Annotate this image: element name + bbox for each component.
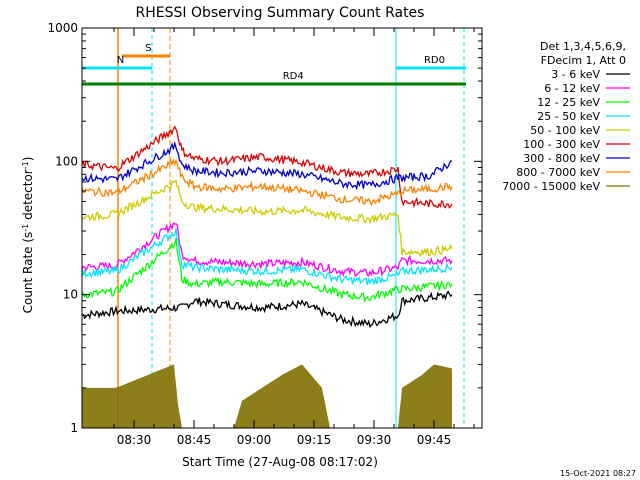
svg-text:Count Rate (s-1 detector-1): Count Rate (s-1 detector-1) — [21, 157, 35, 314]
plot-timestamp: 15-Oct-2021 08:27 — [560, 469, 636, 478]
series-line-300-800-kev — [82, 140, 453, 191]
x-tick-label: 09:30 — [357, 433, 392, 447]
legend-entry: 800 - 7000 keV — [516, 166, 600, 179]
flag-label: N — [117, 55, 124, 66]
x-axis-label: Start Time (27-Aug-08 08:17:02) — [182, 455, 378, 469]
x-tick-label: 09:15 — [297, 433, 332, 447]
y-tick-label: 100 — [55, 154, 78, 168]
series-line-3-6-kev — [82, 290, 453, 329]
series-line-12-25-kev — [82, 237, 453, 304]
y-axis-label: Count Rate (s-1 detector-1) — [21, 157, 35, 314]
y-tick-label: 10 — [63, 288, 78, 302]
legend-entry: 3 - 6 keV — [551, 68, 600, 81]
legend-entry: 25 - 50 keV — [537, 110, 600, 123]
x-axis: 08:30 08:45 09:00 09:15 09:30 09:45 — [113, 28, 475, 447]
plot-frame — [81, 27, 483, 429]
series-line-7000-15000-kev — [82, 364, 452, 428]
legend-entry: 6 - 12 keV — [544, 82, 600, 95]
series-line-800-7000-kev — [82, 158, 453, 207]
flag-label: RD0 — [424, 55, 445, 66]
x-tick-label: 09:45 — [417, 433, 452, 447]
legend: Det 1,3,4,5,6,9, FDecim 1, Att 0 3 - 6 k… — [502, 40, 630, 193]
y-tick-label: 1 — [70, 421, 78, 435]
x-tick-label: 09:00 — [237, 433, 272, 447]
flag-label: S — [145, 43, 151, 54]
series-line-25-50-kev — [82, 228, 453, 286]
legend-entry: 300 - 800 keV — [523, 152, 600, 165]
legend-entry: 12 - 25 keV — [537, 96, 600, 109]
y-tick-label: 1000 — [47, 21, 78, 35]
legend-entry: 7000 - 15000 keV — [502, 180, 600, 193]
x-tick-label: 08:30 — [117, 433, 152, 447]
x-tick-label: 08:45 — [177, 433, 212, 447]
legend-header-line-1: Det 1,3,4,5,6,9, — [540, 40, 626, 53]
chart-title: RHESSI Observing Summary Count Rates — [136, 5, 425, 21]
series-line-50-100-kev — [82, 179, 453, 257]
plot-area: S N RD0 RD4 — [81, 28, 466, 428]
series-line-6-12-kev — [82, 221, 453, 278]
legend-header-line-2: FDecim 1, Att 0 — [541, 54, 626, 67]
flag-label: RD4 — [283, 71, 304, 82]
legend-entry: 100 - 300 keV — [523, 138, 600, 151]
legend-entry: 50 - 100 keV — [530, 124, 600, 137]
y-axis: 1 10 100 1000 — [47, 21, 482, 435]
series-line-100-300-kev — [82, 125, 453, 209]
